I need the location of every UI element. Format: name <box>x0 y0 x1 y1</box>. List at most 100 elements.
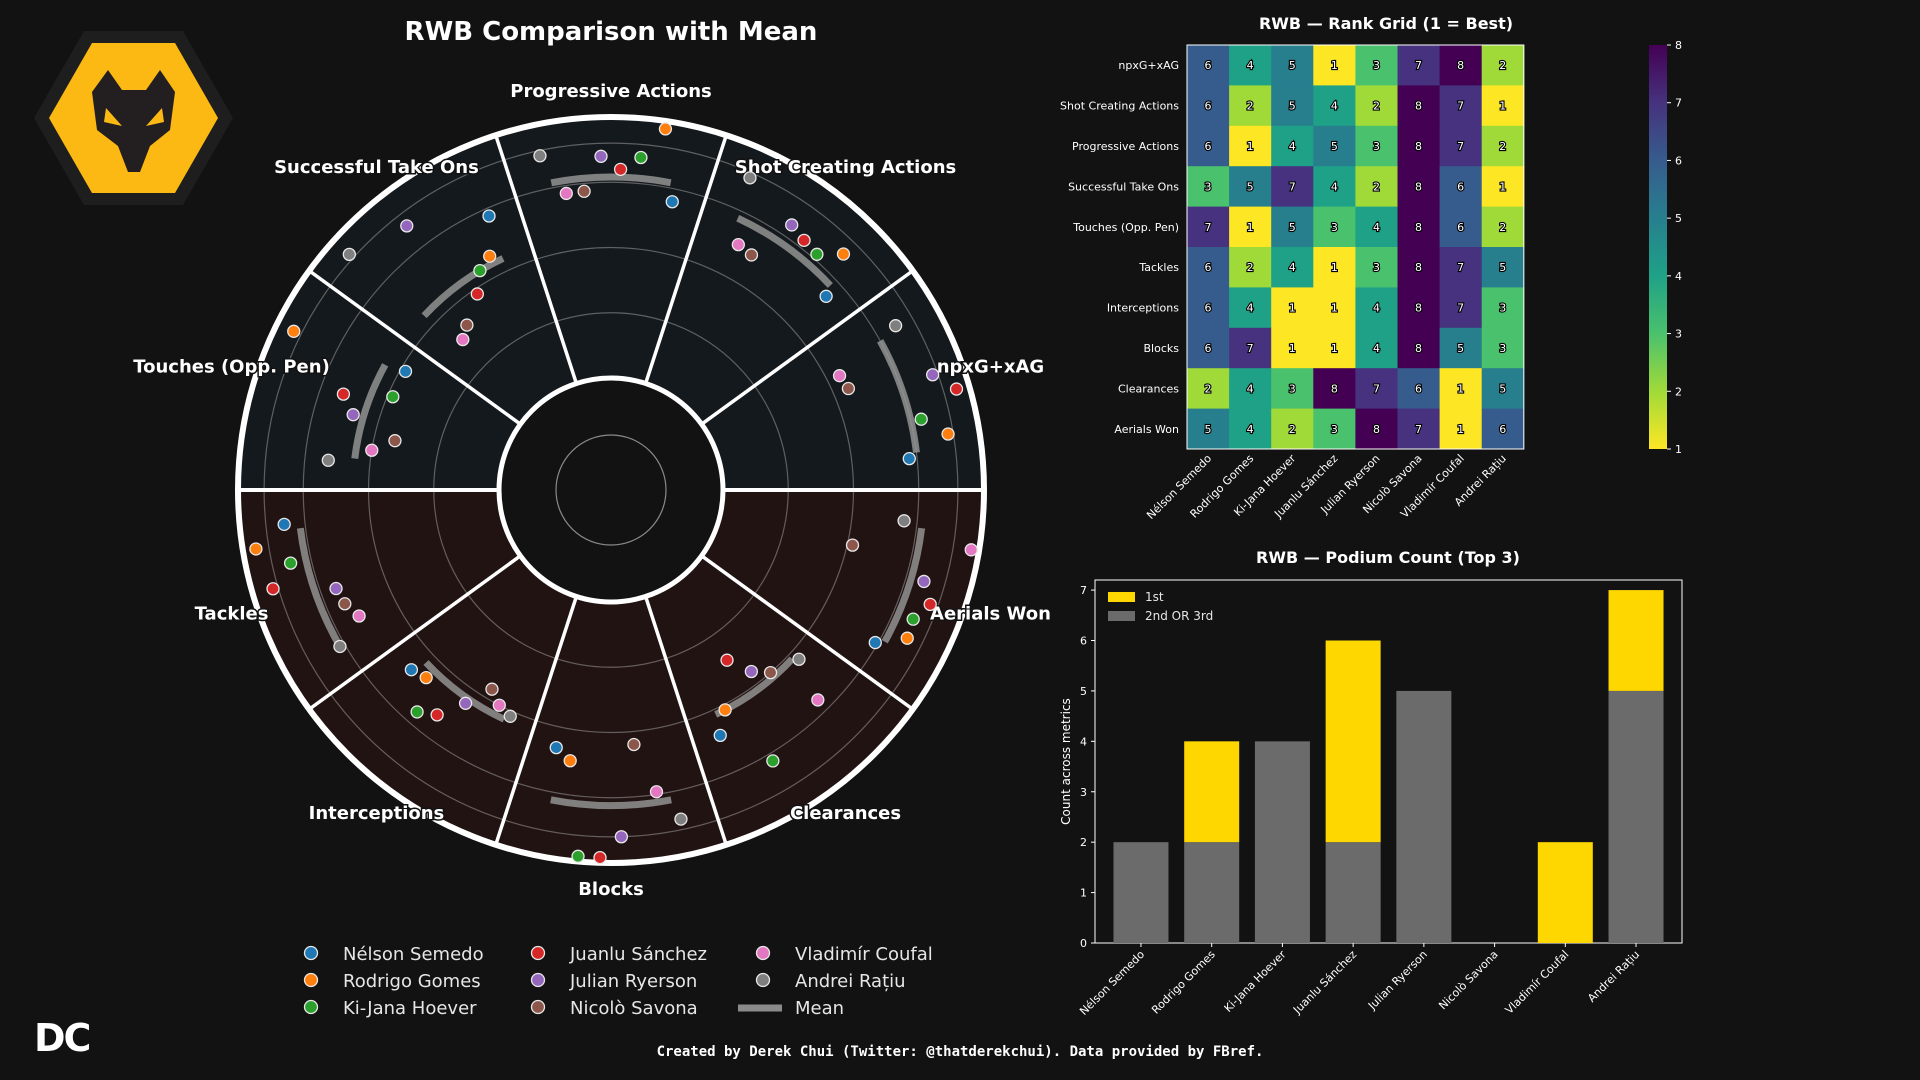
heatmap-cell <box>1187 327 1230 369</box>
heatmap-cell-label: 2 <box>1373 180 1380 193</box>
bar-1st-andrei-ratiu <box>1608 590 1664 691</box>
point-julian-ryerson-tackles <box>329 581 343 596</box>
colorbar-tick-label: 5 <box>1675 212 1682 225</box>
heatmap-frame <box>1186 44 1525 450</box>
axis-label-tackles: Tackles <box>195 603 269 624</box>
point-andrei-ratiu-touches-opp-pen <box>321 453 335 467</box>
heatmap-cell-label: 1 <box>1499 100 1506 113</box>
x-tick-label: Nélson Semedo <box>1077 948 1147 1018</box>
heatmap-cell-label: 3 <box>1373 140 1380 153</box>
x-tick-label: Julian Ryerson <box>1365 948 1430 1013</box>
heatmap-cell <box>1313 247 1356 288</box>
heatmap-cell-label: 4 <box>1247 302 1254 315</box>
heatmap-cell <box>1439 125 1483 167</box>
heatmap-cell <box>1481 368 1525 410</box>
heatmap-cell-label: 1 <box>1331 59 1338 72</box>
point-ki-jana-hoever-progressive-actions <box>634 150 648 165</box>
heatmap-cell-label: 1 <box>1247 140 1254 153</box>
heatmap-cell-label: 8 <box>1373 423 1380 436</box>
legend-label-2nd-or-3rd: 2nd OR 3rd <box>1145 609 1213 623</box>
point-juanlu-sanchez-successful-take-ons <box>470 287 484 301</box>
heatmap-cell <box>1187 125 1230 167</box>
heatmap-cell <box>1439 85 1483 127</box>
legend-marker-andrei-ratiu <box>755 972 771 988</box>
y-tick-label: 4 <box>1080 735 1087 748</box>
heatmap-cell <box>1229 247 1272 288</box>
heatmap-cell-label: 5 <box>1331 140 1338 153</box>
mean-arc <box>550 173 672 187</box>
heatmap-cell <box>1313 85 1356 127</box>
point-rodrigo-gomes-touches-opp-pen <box>287 324 301 338</box>
podium-bar-chart: 0 1 2 3 4 5 6 7 Count across metrics Nélson Semed… <box>1059 579 1683 1018</box>
heatmap-cell-label: 2 <box>1247 261 1254 274</box>
heatmap-cell <box>1355 247 1398 288</box>
point-julian-ryerson-successful-take-ons <box>400 219 414 233</box>
heatmap-cell-label: 3 <box>1373 59 1380 72</box>
heatmap-row-label: Progressive Actions <box>1072 140 1179 153</box>
point-nicolo-savona-interceptions <box>485 682 499 696</box>
heatmap-cell-label: 4 <box>1331 100 1338 113</box>
heatmap-cell <box>1187 85 1230 127</box>
point-andrei-ratiu-clearances <box>792 652 806 666</box>
legend-swatch-1st <box>1108 592 1135 602</box>
heatmap-cell <box>1439 287 1483 329</box>
point-julian-ryerson-clearances <box>744 664 759 679</box>
point-vladimir-coufal-shot-creating-actions <box>731 237 745 252</box>
y-tick-label: 6 <box>1080 635 1087 648</box>
radar-spoke <box>700 554 914 711</box>
radar-spoke <box>494 134 579 385</box>
heatmap-cell <box>1439 45 1483 86</box>
heatmap-cell-label: 5 <box>1499 261 1506 274</box>
heatmap-cell <box>1313 125 1356 167</box>
heatmap-cell-label: 3 <box>1499 342 1506 355</box>
point-juanlu-sanchez-interceptions <box>430 708 444 722</box>
heatmap-cell <box>1397 287 1441 329</box>
mean-arc <box>421 255 505 319</box>
bar-2nd-or-3rd-julian-ryerson <box>1396 690 1452 943</box>
bar-2nd-or-3rd-rodrigo-gomes <box>1184 842 1240 943</box>
heatmap-cell <box>1229 408 1272 450</box>
legend-marker-rodrigo-gomes <box>303 972 319 988</box>
heatmap-cell-label: 4 <box>1247 59 1254 72</box>
heatmap-row-label: Clearances <box>1118 382 1179 395</box>
point-juanlu-sanchez-npxg-xag <box>949 382 964 396</box>
legend-label-mean: Mean <box>795 998 844 1019</box>
radar-spoke <box>643 134 728 385</box>
heatmap-cell-label: 8 <box>1415 261 1422 274</box>
point-vladimir-coufal-clearances <box>811 693 825 707</box>
heatmap-cell <box>1355 85 1398 127</box>
footer-credit: Created by Derek Chui (Twitter: @thatder… <box>656 1044 1264 1060</box>
mean-arc <box>736 215 833 288</box>
heatmap-cell <box>1397 247 1441 288</box>
legend-label-juanlu-sanchez: Juanlu Sánchez <box>569 944 707 965</box>
heatmap-cell <box>1355 327 1398 369</box>
point-andrei-ratiu-interceptions <box>503 709 517 723</box>
heatmap-cell <box>1439 247 1483 288</box>
heatmap-cell-label: 5 <box>1289 100 1296 113</box>
point-julian-ryerson-npxg-xag <box>926 368 940 382</box>
point-nelson-semedo-interceptions <box>404 663 419 677</box>
bar-2nd-or-3rd-nelson-semedo <box>1113 842 1169 943</box>
point-rodrigo-gomes-shot-creating-actions <box>836 247 851 261</box>
heatmap-cell-label: 1 <box>1289 302 1296 315</box>
heatmap-cell <box>1229 327 1272 369</box>
axis-label-aerials-won: Aerials Won <box>930 603 1051 624</box>
heatmap-cell-label: 1 <box>1289 342 1296 355</box>
point-nicolo-savona-aerials-won <box>845 538 860 552</box>
point-rodrigo-gomes-tackles <box>249 542 263 556</box>
radar-spoke <box>308 269 522 426</box>
heatmap-cell <box>1439 368 1483 410</box>
point-nelson-semedo-touches-opp-pen <box>398 364 413 379</box>
heatmap-cell-label: 2 <box>1289 423 1296 436</box>
heatmap-cell-label: 7 <box>1415 423 1422 436</box>
heatmap-cell-label: 7 <box>1289 180 1296 193</box>
mean-arc <box>881 527 926 644</box>
colorbar <box>1649 45 1667 449</box>
legend-swatch-2nd-or-3rd <box>1108 611 1135 621</box>
point-ki-jana-hoever-aerials-won <box>906 612 920 626</box>
heatmap-row-label: Tackles <box>1138 261 1179 274</box>
point-nelson-semedo-progressive-actions <box>665 195 679 209</box>
mean-arc <box>296 527 341 644</box>
heatmap-cell <box>1313 408 1356 450</box>
heatmap-cell <box>1271 247 1314 288</box>
